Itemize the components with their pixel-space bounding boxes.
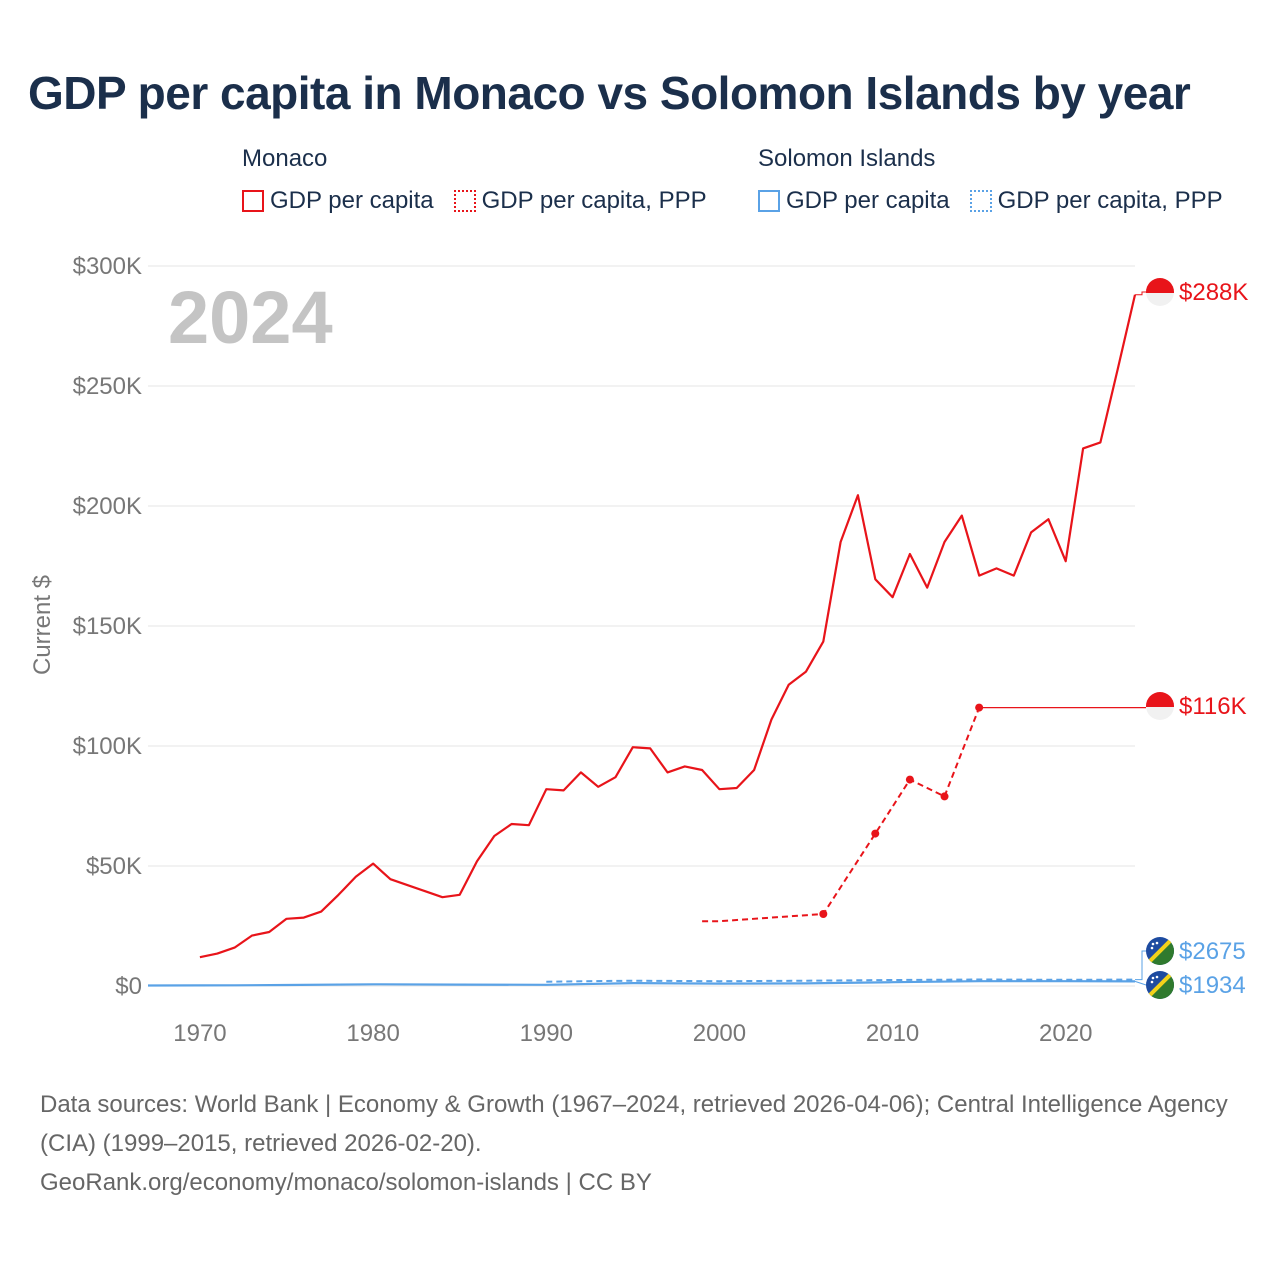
series-line-0 [199,294,1137,959]
footer: Data sources: World Bank | Economy & Gro… [40,1085,1250,1202]
x-tick-label: 2020 [1039,1020,1092,1047]
legend-label-solomon-ppp: GDP per capita, PPP [997,187,1223,214]
y-tick-label: $150K [73,613,142,640]
end-label-solomon-gdp: $1934 [1179,972,1246,999]
legend-group-monaco: Monaco GDP per capita GDP per capita, PP… [242,145,727,215]
y-tick-label: $250K [73,373,142,400]
legend-country-monaco: Monaco [242,145,328,172]
legend-swatch-monaco-gdp [242,190,264,212]
x-tick-label: 2010 [866,1020,919,1047]
grid [148,265,1135,987]
axes: $0 $50K $100K $150K $200K $250K $300K 1970 1980 1… [73,253,1093,1047]
legend-item-solomon-ppp[interactable]: GDP per capita, PPP [969,187,1223,215]
series-marker-1 [819,910,828,918]
series-marker-1 [940,792,949,801]
leader-solomon-gdp [1134,980,1147,986]
y-tick-label: $100K [73,733,142,760]
solomon-islands-flag-icon [1146,937,1174,965]
legend-swatch-monaco-ppp [453,190,476,212]
legend-country-solomon: Solomon Islands [758,145,936,172]
x-tick-label: 2000 [693,1020,746,1047]
legend-group-solomon: Solomon Islands GDP per capita GDP per c… [758,145,1243,215]
series [147,291,1147,987]
legend-label-monaco-ppp: GDP per capita, PPP [481,187,707,214]
leader-solomon-ppp [1135,950,1146,981]
series-marker-1 [905,775,914,784]
y-tick-label: $200K [73,493,142,520]
x-tick-label: 1970 [173,1020,226,1047]
y-axis-label: Current $ [29,575,56,675]
end-label-monaco-ppp: $116K [1179,693,1247,720]
series-line-2 [147,980,1136,987]
legend-item-solomon-gdp[interactable]: GDP per capita [758,187,950,215]
legend-item-monaco-gdp[interactable]: GDP per capita [242,187,434,215]
data-sources: Data sources: World Bank | Economy & Gro… [40,1091,1228,1157]
x-tick-label: 1980 [346,1020,399,1047]
y-tick-label: $0 [115,973,142,1000]
legend-label-monaco-gdp: GDP per capita [270,187,434,214]
page-title: GDP per capita in Monaco vs Solomon Isla… [28,67,1191,119]
leader-monaco-gdp [1135,291,1146,296]
chart: $0 $50K $100K $150K $200K $250K $300K 1970 1980 1… [29,253,1248,1047]
year-watermark: 2024 [168,276,333,359]
series-marker-1 [871,829,880,838]
site-credit[interactable]: GeoRank.org/economy/monaco/solomon-islan… [40,1169,652,1196]
monaco-flag-icon [1146,278,1174,306]
legend-swatch-solomon-ppp [969,190,992,212]
series-line-3 [546,978,1136,983]
y-tick-label: $50K [86,853,142,880]
legend-swatch-solomon-gdp [758,190,780,212]
y-tick-label: $300K [73,253,142,280]
end-label-solomon-ppp: $2675 [1179,938,1246,965]
legend-item-monaco-ppp[interactable]: GDP per capita, PPP [453,187,707,215]
x-tick-label: 1990 [520,1020,573,1047]
legend-label-solomon-gdp: GDP per capita [786,187,950,214]
series-line-1 [702,707,981,923]
monaco-flag-icon [1146,692,1174,720]
end-label-monaco-gdp: $288K [1179,279,1248,306]
solomon-islands-flag-icon [1146,971,1174,999]
